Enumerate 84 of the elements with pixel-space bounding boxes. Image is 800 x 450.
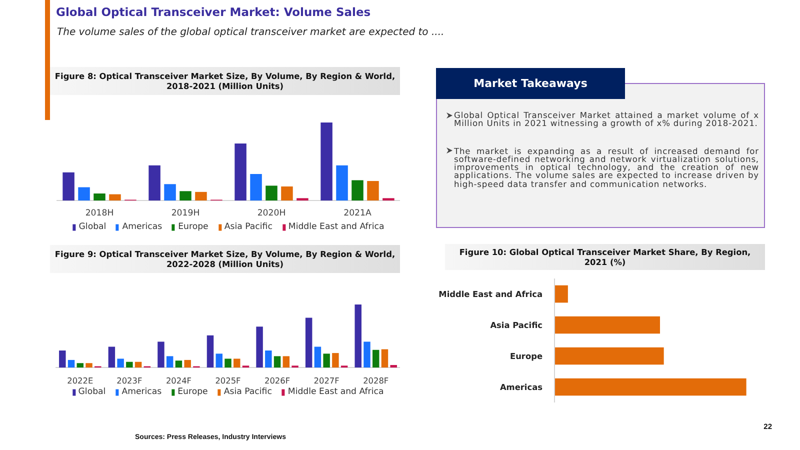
bar [134,362,142,368]
bar [296,198,308,201]
bar [180,191,192,201]
bar [554,378,746,396]
bar [390,365,397,368]
bar [274,356,281,368]
bar [224,358,232,368]
bar [265,350,272,368]
x-tick-label: 2019H [171,208,200,219]
bar [126,362,133,368]
x-tick-label: 2022E [67,376,94,386]
bar [372,350,380,368]
bar [266,186,278,201]
bar [282,356,290,368]
x-tick-label: 2020H [257,208,286,219]
x-tick-label: 2025F [215,376,242,386]
legend-label: Middle East and Africa [288,387,384,397]
bar [62,172,74,201]
bar [86,363,92,368]
bar [281,186,293,201]
y-tick-label: Americas [500,382,543,392]
y-tick-label: Europe [510,351,543,361]
bar [364,342,370,368]
bar [352,180,364,201]
legend-label: Asia Pacific [224,387,272,397]
x-tick-label: 2018H [85,208,114,219]
x-tick-label: 2027F [314,376,340,386]
bar [305,318,312,368]
bar [554,285,568,303]
bar [166,356,174,368]
bar [158,342,164,368]
bar [109,194,121,201]
text: The market is expanding as a result of increased demand for software-defined networking and network virtualization solutions, improvements in optical technology, and the creation of new applications. The volume sales are expected to increase driven by high-speed data transfer and communication networks. [454,146,759,189]
legend-label: Americas [122,387,162,397]
chart-title: Figure 9: Optical Transceiver Market Size, By Volume, By Region & World, 2022-2028 (Million Units) [50,245,400,273]
bar [78,187,90,201]
x-tick-label: 2021A [344,208,372,219]
x-tick-label: 2024F [166,376,192,386]
legend-label: Asia Pacific [224,222,272,232]
bar [76,363,84,368]
bar [320,122,332,201]
bar [108,346,116,368]
bar [94,193,106,201]
bar [354,304,362,368]
text: Global Optical Transceiver Market: Volume Sales [56,4,371,20]
bar [68,360,75,368]
bar [175,360,182,368]
bar [314,346,322,368]
bar [117,358,124,368]
bar [148,165,160,201]
x-tick-label: 2028F [363,376,389,386]
bar [554,347,664,365]
bar [367,181,379,201]
bar [164,184,176,201]
bar [234,144,246,201]
bar [206,335,214,368]
y-tick-label: Asia Pacific [490,320,543,330]
bar [336,165,348,201]
legend-label: Global [78,222,106,232]
chart-title: Figure 8: Optical Transceiver Market Size, By Volume, By Region & World, 2018-2021 (Million Units) [50,67,400,95]
bar [323,354,330,368]
bar [256,326,263,368]
legend-label: Global [78,387,106,397]
bar [184,360,191,368]
bar [216,354,222,368]
chart-title: Figure 10: Global Optical Transceiver Market Share, By Region, 2021 (%) [445,244,765,270]
bar [195,192,207,201]
bar [234,358,240,368]
x-tick-label: 2023F [116,376,142,386]
bar [59,350,66,368]
legend-label: Europe [178,222,208,232]
bar [554,316,660,334]
legend-label: Americas [122,222,162,232]
legend-label: Middle East and Africa [288,222,384,232]
bar [381,349,388,368]
bar [382,198,394,201]
text: The volume sales of the global optical transceiver market are expected to .... [57,26,444,40]
x-tick-label: 2026F [264,376,290,386]
text: Global Optical Transceiver Market attained a market volume of x Million Units in 2021 witnessing a growth of x% during 2018-2021. [454,110,759,128]
text: Market Takeaways [436,68,625,99]
bar [332,353,339,368]
legend-label: Europe [178,387,208,397]
bar [250,174,262,201]
y-tick-label: Middle East and Africa [438,289,542,299]
